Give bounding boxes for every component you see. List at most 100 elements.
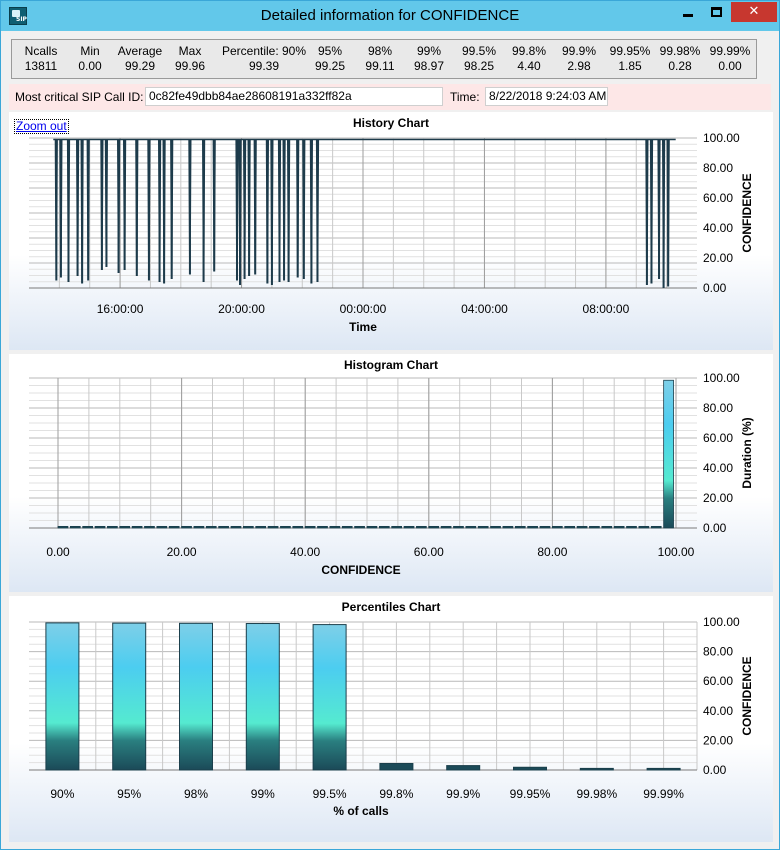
maximize-button[interactable] (703, 2, 730, 22)
stat-header: 99.95% (609, 44, 651, 58)
stat-value: 1.85 (618, 59, 642, 73)
histogram-bar (403, 525, 415, 529)
window-title: Detailed information for CONFIDENCE (260, 7, 520, 24)
stat-header: Min (80, 44, 100, 58)
call-id-label: Most critical SIP Call ID: (15, 90, 144, 104)
percentiles-x-tick-label: 99.8% (379, 787, 413, 801)
close-button[interactable]: ✕ (731, 2, 777, 22)
minimize-button[interactable] (674, 2, 702, 22)
histogram-bar (552, 525, 563, 529)
histogram-bar (280, 525, 291, 529)
histogram-bar (391, 525, 403, 529)
stat-header: Average (117, 44, 163, 58)
histogram-y-tick-label: 20.00 (703, 491, 733, 505)
stat-value: 13811 (24, 59, 58, 73)
stat-value: 0.00 (78, 59, 102, 73)
stat-value: 2.98 (567, 59, 591, 73)
histogram-bar (626, 525, 637, 529)
histogram-x-tick-label: 60.00 (414, 545, 444, 559)
percentiles-x-tick-label: 99.9% (446, 787, 480, 801)
history-x-tick-label: 04:00:00 (461, 302, 508, 316)
percentiles-bar (112, 622, 147, 771)
history-y-tick-label: 100.00 (703, 131, 740, 145)
zoom-out-link[interactable]: Zoom out (14, 119, 69, 134)
histogram-bar (69, 525, 81, 529)
critical-call-row: Most critical SIP Call ID: 0c82fe49dbb84… (9, 84, 771, 110)
stat-header: 99.99% (709, 44, 751, 58)
histogram-bar (255, 525, 267, 529)
percentiles-bar (45, 622, 80, 771)
stat-header: 99.5% (461, 44, 497, 58)
histogram-bar (514, 525, 526, 529)
percentiles-bar (312, 624, 347, 771)
histogram-bar (354, 525, 365, 529)
time-field[interactable]: 8/22/2018 9:24:03 AM (485, 87, 608, 106)
histogram-bar (440, 525, 452, 529)
history-x-tick-label: 00:00:00 (340, 302, 387, 316)
stat-value: 0.28 (668, 59, 692, 73)
stat-header: 99.8% (511, 44, 547, 58)
histogram-y-tick-label: 40.00 (703, 461, 733, 475)
stat-header: 99% (416, 44, 442, 58)
stat-column: Percentile: 90% 99.39 (219, 44, 309, 74)
percentiles-bar (379, 762, 414, 771)
histogram-bar (329, 525, 341, 529)
histogram-bar (317, 525, 328, 529)
percentiles-x-tick-label: 99.5% (313, 787, 347, 801)
histogram-bar (428, 525, 440, 529)
stat-header: 98% (367, 44, 393, 58)
history-x-tick-label: 16:00:00 (97, 302, 144, 316)
stat-header: Ncalls (24, 44, 58, 58)
histogram-x-tick-label: 80.00 (537, 545, 567, 559)
stat-value: 99.96 (174, 59, 206, 73)
sip-app-icon: SIP (9, 7, 27, 25)
history-chart-panel: History Chart Zoom out 16:00:00 20:00:00 0… (9, 112, 773, 350)
percentiles-bar (579, 767, 614, 771)
percentiles-y-tick-label: 20.00 (703, 733, 733, 747)
histogram-bar (218, 525, 229, 529)
percentiles-x-tick-label: 90% (50, 787, 74, 801)
history-y-tick-label: 20.00 (703, 251, 733, 265)
stat-column: 99.9% 2.98 (534, 44, 624, 74)
history-y-tick-label: 40.00 (703, 221, 733, 235)
histogram-bar (564, 525, 576, 529)
histogram-bar (490, 525, 501, 529)
histogram-bar (477, 525, 489, 529)
percentiles-bar (513, 766, 547, 771)
history-y-axis-title: CONFIDENCE (740, 173, 754, 252)
histogram-bar (181, 525, 192, 529)
history-chart: 16:00:00 20:00:00 00:00:00 04:00:00 08:00:00… (29, 131, 754, 334)
percentiles-chart-panel: Percentiles Chart 90% 95% 98% 99% 99.5% 99.8%… (9, 596, 773, 842)
histogram-chart-title: Histogram Chart (343, 358, 438, 372)
history-x-tick-label: 08:00:00 (583, 302, 630, 316)
histogram-bar (465, 525, 477, 529)
histogram-x-tick-label: 40.00 (290, 545, 320, 559)
histogram-chart: 0.00 20.00 40.00 60.00 80.00 100.00 0.00 20.00 4… (29, 371, 754, 577)
histogram-y-tick-label: 60.00 (703, 431, 733, 445)
histogram-bar (57, 525, 69, 529)
histogram-y-tick-label: 80.00 (703, 401, 733, 415)
histogram-bar (638, 525, 650, 529)
history-y-tick-label: 0.00 (703, 281, 727, 295)
stat-header: Percentile: 90% (221, 44, 307, 58)
percentiles-x-tick-label: 99.98% (576, 787, 617, 801)
histogram-y-axis-title: Duration (%) (740, 417, 754, 488)
statistics-table: Ncalls 13811 Min 0.00 Average 99.29 Max 99.96 Pe… (11, 39, 757, 79)
stat-header: Max (178, 44, 202, 58)
title-bar[interactable]: SIP Detailed information for CONFIDENCE … (1, 1, 779, 31)
percentiles-bar (179, 622, 213, 771)
stat-column: Ncalls 13811 (0, 44, 86, 74)
percentiles-chart: 90% 95% 98% 99% 99.5% 99.8% 99.9% 99.95% 99.98% 9… (29, 615, 754, 818)
histogram-bar (131, 525, 143, 529)
time-label: Time: (450, 90, 480, 104)
stat-column: 99.8% 4.40 (484, 44, 574, 74)
histogram-bar (589, 525, 600, 529)
call-id-field[interactable]: 0c82fe49dbb84ae28608191a332ff82a (145, 87, 443, 106)
histogram-bar (378, 525, 390, 529)
stat-column: Max 99.96 (145, 44, 235, 74)
stat-column: Min 0.00 (45, 44, 135, 74)
percentiles-y-tick-label: 100.00 (703, 615, 740, 629)
stat-value: 99.39 (248, 59, 280, 73)
percentiles-y-tick-label: 0.00 (703, 763, 727, 777)
